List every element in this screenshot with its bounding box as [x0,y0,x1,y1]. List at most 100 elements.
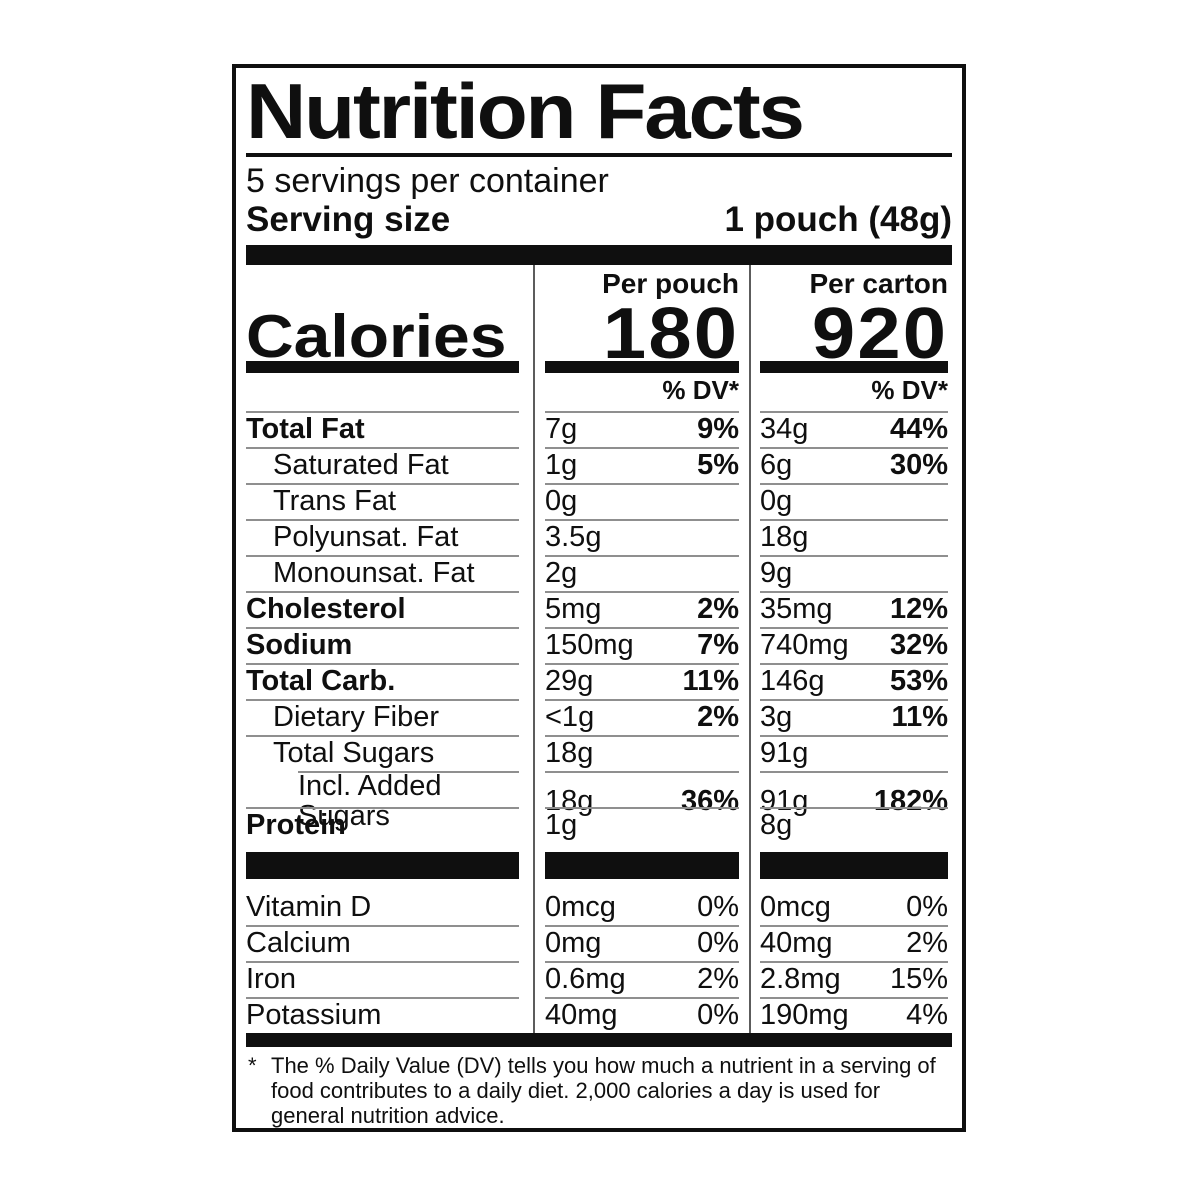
percent-dv-value: 2% [697,962,739,995]
percent-dv-value: 2% [906,926,948,959]
per-pouch-cell: 29g 11% [533,663,749,699]
per-pouch-cell: 0mcg 0% [533,889,749,925]
per-pouch-cell: <1g 2% [533,699,749,735]
nutrient-name-cell: Saturated Fat [246,447,533,483]
nutrient-name-cell: Trans Fat [246,483,533,519]
amount-value: 0g [545,484,578,517]
nutrient-name: Cholesterol [246,593,406,625]
calories-underline-bars [246,361,952,373]
nutrient-name-cell: Protein [246,807,533,843]
amount-value: 0g [760,484,793,517]
daily-value-header-row: % DV* % DV* [246,373,952,411]
nutrient-row: Protein 1g 8g [246,807,952,843]
percent-dv-value: 11% [891,700,948,733]
nutrient-name: Polyunsat. Fat [273,521,459,553]
amount-value: <1g [545,700,595,733]
nutrition-table: Per pouch Per carton Calories 180 920 % … [246,265,952,1033]
nutrient-name-cell: Total Fat [246,411,533,447]
per-carton-cell: 190mg 4% [749,997,952,1033]
nutrient-name-cell: Polyunsat. Fat [246,519,533,555]
nutrient-name-cell: Calcium [246,925,533,961]
amount-value: 40mg [545,998,618,1031]
vitamin-row: Iron 0.6mg 2% 2.8mg 15% [246,961,952,997]
column-headers-row: Per pouch Per carton [246,265,952,298]
nutrient-name-cell: Incl. Added Sugars [246,771,533,831]
pouch-dv-header: % DV* [533,373,749,411]
nutrient-name: Vitamin D [246,891,372,923]
percent-dv-value: 5% [697,448,739,481]
divider-bar-segment [246,843,533,889]
nutrient-name: Calcium [246,927,351,959]
per-carton-cell: 0mcg 0% [749,889,952,925]
nutrient-row: Cholesterol 5mg 2% 35mg 12% [246,591,952,627]
amount-value: 0mcg [545,890,616,923]
amount-value: 146g [760,664,825,697]
nutrient-name: Potassium [246,999,382,1031]
percent-dv-value: 2% [697,700,739,733]
nutrient-name-cell: Potassium [246,997,533,1033]
calories-label: Calories [246,303,507,370]
carton-calories-bar [749,361,952,373]
nutrient-row: Incl. Added Sugars 18g 36% 91g 182% [246,771,952,831]
vitamin-row: Calcium 0mg 0% 40mg 2% [246,925,952,961]
percent-dv-value: 30% [889,448,948,481]
per-pouch-cell: 150mg 7% [533,627,749,663]
percent-dv-value: 2% [697,592,739,625]
nutrient-name: Protein [246,809,346,841]
amount-value: 740mg [760,628,849,661]
percent-dv-value: 0% [697,890,739,923]
percent-dv-value: 53% [889,664,948,697]
percent-dv-value: 0% [697,926,739,959]
nutrient-name: Trans Fat [273,485,397,517]
amount-value: 7g [545,412,578,445]
pouch-calories-bar [533,361,749,373]
nutrient-name-cell: Cholesterol [246,591,533,627]
amount-value: 0mcg [760,890,831,923]
per-carton-cell: 40mg 2% [749,925,952,961]
per-carton-cell: 146g 53% [749,663,952,699]
servings-per-container: 5 servings per container [246,162,609,200]
per-pouch-cell: 18g [533,735,749,771]
amount-value: 150mg [545,628,634,661]
amount-value: 3.5g [545,520,602,553]
percent-dv-value: 36% [680,784,739,817]
per-carton-cell: 6g 30% [749,447,952,483]
amount-value: 2g [545,556,578,589]
per-carton-cell: 8g [749,807,952,843]
empty-cell [246,373,533,411]
nutrient-name: Total Sugars [273,737,435,769]
amount-value: 8g [760,808,793,841]
amount-value: 6g [760,448,793,481]
per-pouch-cell: 1g [533,807,749,843]
carton-dv-header: % DV* [749,373,952,411]
calories-bar [246,361,533,373]
amount-value: 35mg [760,592,833,625]
serving-size-label: Serving size [246,200,451,239]
calories-per-pouch: 180 [533,298,749,370]
per-carton-cell: 91g 182% [749,771,952,831]
per-carton-header: Per carton [749,265,952,298]
divider-bar-segment [533,843,749,889]
nutrient-name: Incl. Added Sugars [298,770,442,832]
nutrient-name-cell: Sodium [246,627,533,663]
nutrient-row: Sodium 150mg 7% 740mg 32% [246,627,952,663]
amount-value: 91g [760,736,809,769]
split-divider-bar-row [246,843,952,889]
nutrient-row: Monounsat. Fat 2g 9g [246,555,952,591]
per-carton-cell: 740mg 32% [749,627,952,663]
per-carton-cell: 9g [749,555,952,591]
bottom-divider-bar [246,1033,952,1047]
per-pouch-cell: 1g 5% [533,447,749,483]
nutrient-name-cell: Iron [246,961,533,997]
nutrient-row: Total Sugars 18g 91g [246,735,952,771]
percent-dv-value: 12% [889,592,948,625]
per-pouch-cell: 2g [533,555,749,591]
amount-value: 190mg [760,998,849,1031]
divider-bar-segment [749,843,952,889]
vitamin-row: Vitamin D 0mcg 0% 0mcg 0% [246,889,952,925]
percent-dv-value: 11% [682,664,739,697]
nutrient-name-cell: Dietary Fiber [246,699,533,735]
per-pouch-cell: 18g 36% [533,771,749,831]
per-pouch-cell: 5mg 2% [533,591,749,627]
amount-value: 9g [760,556,793,589]
